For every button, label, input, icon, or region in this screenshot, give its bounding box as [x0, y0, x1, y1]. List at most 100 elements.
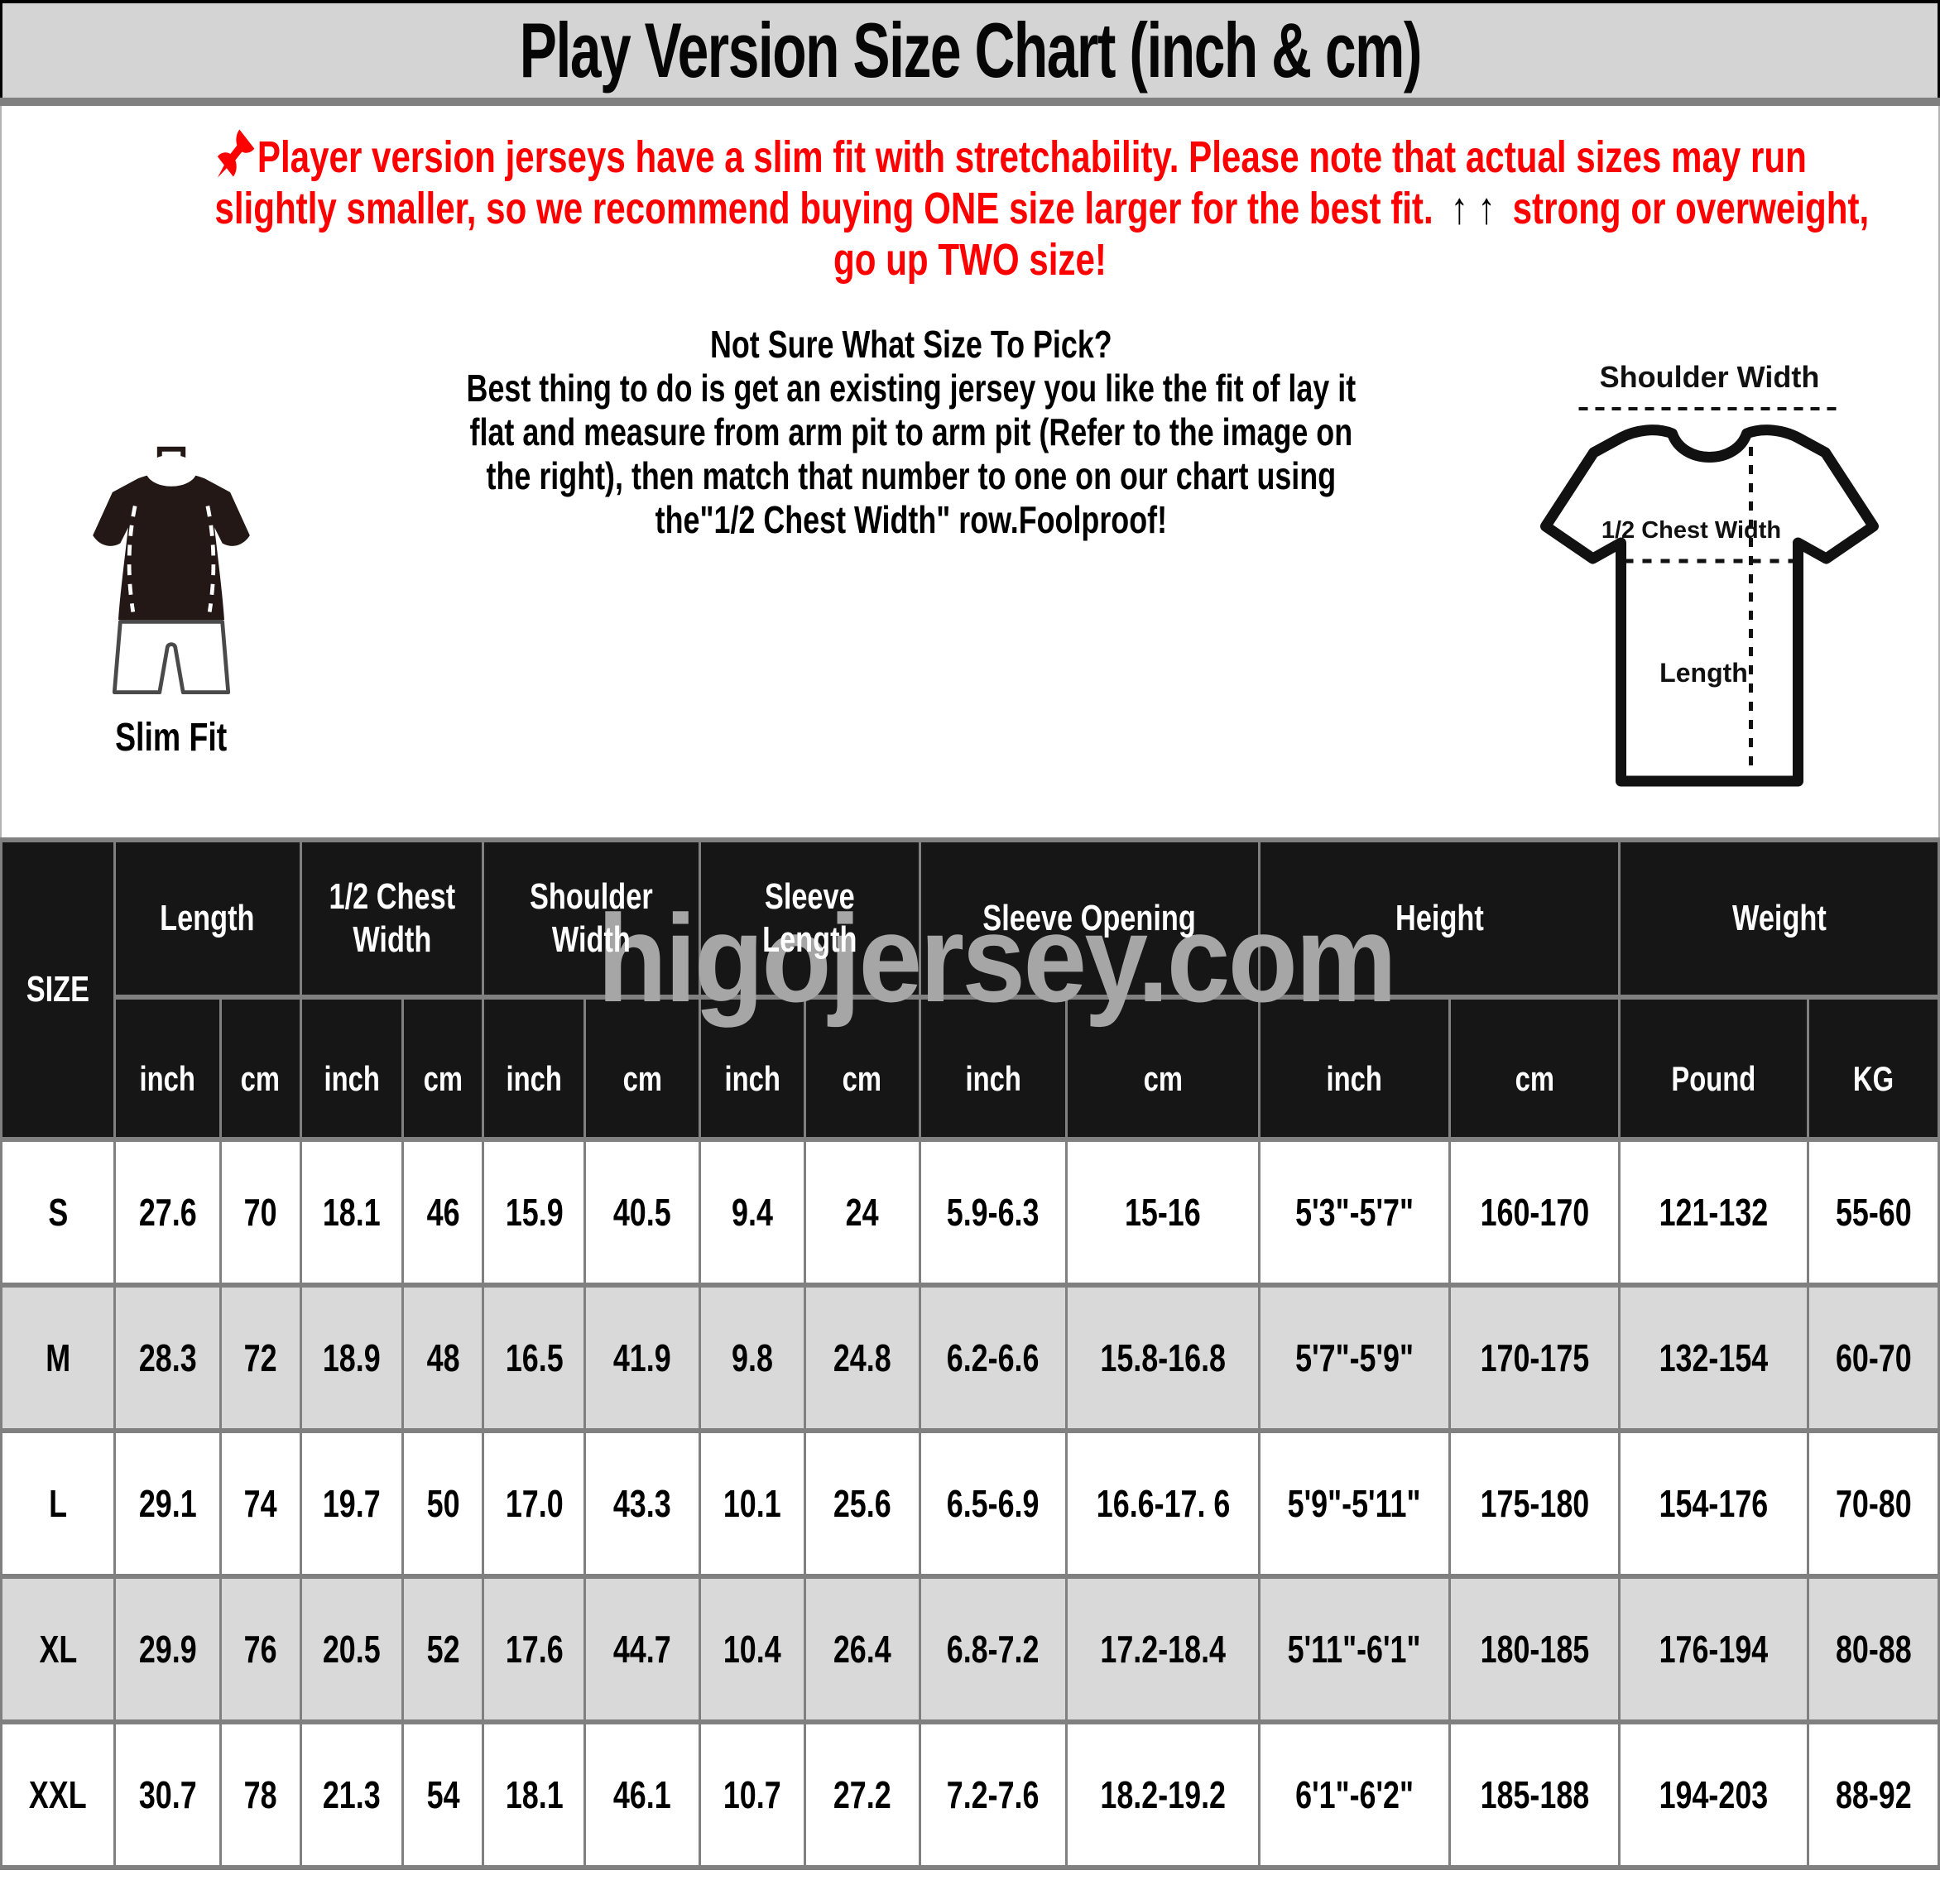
unit-header: inch: [699, 995, 806, 1142]
size-table: SIZE Length 1/2 Chest Width Shoulder Wid…: [0, 837, 1940, 1870]
column-header-shoulder-width: Shoulder Width: [482, 837, 702, 1000]
table-cell: 20.5: [299, 1574, 405, 1724]
size-row-l: L 29.1 74 19.7 50 17.0 43.3 10.1 25.6 6.…: [0, 1428, 1940, 1579]
table-cell: 24: [803, 1137, 921, 1288]
column-header-length: Length: [113, 837, 302, 1000]
size-label: XXL: [0, 1719, 116, 1870]
table-cell: 9.8: [699, 1283, 806, 1433]
table-cell: 6.5-6.9: [918, 1428, 1068, 1579]
unit-header: cm: [218, 995, 302, 1142]
table-cell: 15.9: [482, 1137, 587, 1288]
size-label: XL: [0, 1574, 116, 1724]
table-cell: 29.1: [113, 1428, 222, 1579]
column-header-sleeve-length: Sleeve Length: [699, 837, 921, 1000]
fit-body-line: Best thing to do is get an existing jers…: [466, 367, 1356, 410]
unit-header: cm: [1448, 995, 1621, 1142]
column-header-sleeve-opening: Sleeve Opening: [918, 837, 1261, 1000]
table-cell: 17.2-18.4: [1065, 1574, 1261, 1724]
column-header-size: SIZE: [0, 837, 116, 1142]
size-table-wrap: higojersey.com SIZE Length 1/2 Chest Wid…: [0, 837, 1940, 1870]
size-row-s: S 27.6 70 18.1 46 15.9 40.5 9.4 24 5.9-6…: [0, 1137, 1940, 1288]
table-cell: 30.7: [113, 1719, 222, 1870]
table-cell: 121-132: [1618, 1137, 1810, 1288]
table-cell: 72: [218, 1283, 302, 1433]
table-cell: 6.8-7.2: [918, 1574, 1068, 1724]
notice-line-2: slightly smaller, so we recommend buying…: [214, 183, 1869, 234]
table-cell: 21.3: [299, 1719, 405, 1870]
fit-body-line: the right), then match that number to on…: [486, 454, 1336, 497]
table-cell: 80-88: [1807, 1574, 1940, 1724]
table-cell: 154-176: [1618, 1428, 1810, 1579]
unit-header: cm: [803, 995, 921, 1142]
table-cell: 19.7: [299, 1428, 405, 1579]
unit-header: cm: [583, 995, 702, 1142]
size-label: M: [0, 1283, 116, 1433]
table-cell: 28.3: [113, 1283, 222, 1433]
fit-guide-section: Slim Fit Not Sure What Size To Pick? Bes…: [2, 298, 1938, 837]
table-cell: 74: [218, 1428, 302, 1579]
table-cell: 194-203: [1618, 1719, 1810, 1870]
fit-body-line: flat and measure from arm pit to arm pit…: [469, 410, 1352, 453]
fit-instructions: Not Sure What Size To Pick? Best thing t…: [341, 298, 1481, 837]
table-cell: 17.6: [482, 1574, 587, 1724]
unit-header: inch: [1258, 995, 1451, 1142]
unit-header: KG: [1807, 995, 1940, 1142]
table-cell: 25.6: [803, 1428, 921, 1579]
table-cell: 6'1"-6'2": [1258, 1719, 1451, 1870]
table-cell: 10.4: [699, 1574, 806, 1724]
half-chest-width-label: 1/2 Chest Width: [1601, 517, 1781, 544]
fit-notice: Player version jerseys have a slim fit w…: [2, 106, 1938, 298]
fit-heading: Not Sure What Size To Pick?: [709, 323, 1112, 366]
title-divider: [0, 98, 1940, 106]
table-cell: 5'3"-5'7": [1258, 1137, 1451, 1288]
table-cell: 76: [218, 1574, 302, 1724]
tshirt-outline: [1540, 424, 1880, 787]
notice-text: strong or overweight,: [1512, 184, 1870, 233]
unit-header: inch: [299, 995, 405, 1142]
size-row-xl: XL 29.9 76 20.5 52 17.6 44.7 10.4 26.4 6…: [0, 1574, 1940, 1724]
title-bar: Play Version Size Chart (inch & cm): [0, 0, 1940, 98]
table-cell: 52: [401, 1574, 485, 1724]
notice-text: Player version jerseys have a slim fit w…: [257, 132, 1807, 182]
size-row-m: M 28.3 72 18.9 48 16.5 41.9 9.8 24.8 6.2…: [0, 1283, 1940, 1433]
slim-fit-block: Slim Fit: [2, 298, 341, 837]
size-row-xxl: XXL 30.7 78 21.3 54 18.1 46.1 10.7 27.2 …: [0, 1719, 1940, 1870]
table-cell: 50: [401, 1428, 485, 1579]
table-cell: 26.4: [803, 1574, 921, 1724]
column-header-weight: Weight: [1618, 837, 1940, 1000]
column-header-height: Height: [1257, 837, 1621, 1000]
table-cell: 16.5: [482, 1283, 587, 1433]
slim-fit-figure: [93, 446, 250, 695]
table-cell: 70: [218, 1137, 302, 1288]
unit-header: inch: [113, 995, 222, 1142]
table-cell: 46: [401, 1137, 485, 1288]
unit-header: cm: [401, 995, 485, 1142]
table-cell: 185-188: [1448, 1719, 1621, 1870]
table-cell: 55-60: [1807, 1137, 1940, 1288]
table-cell: 46.1: [583, 1719, 702, 1870]
table-cell: 18.9: [299, 1283, 405, 1433]
table-cell: 17.0: [482, 1428, 587, 1579]
table-cell: 176-194: [1618, 1574, 1810, 1724]
table-cell: 40.5: [583, 1137, 702, 1288]
table-cell: 27.6: [113, 1137, 222, 1288]
length-label: Length: [1659, 658, 1748, 688]
table-cell: 44.7: [583, 1574, 702, 1724]
table-cell: 78: [218, 1719, 302, 1870]
table-cell: 5'9"-5'11": [1258, 1428, 1451, 1579]
table-cell: 10.1: [699, 1428, 806, 1579]
table-cell: 7.2-7.6: [918, 1719, 1068, 1870]
notice-line-1: Player version jerseys have a slim fit w…: [214, 127, 1807, 183]
table-cell: 180-185: [1448, 1574, 1621, 1724]
tshirt-diagram: Shoulder Width 1/2 Chest Width Length: [1540, 360, 1880, 787]
table-cell: 70-80: [1807, 1428, 1940, 1579]
table-cell: 48: [401, 1283, 485, 1433]
table-cell: 24.8: [803, 1283, 921, 1433]
measurement-diagram-block: Shoulder Width 1/2 Chest Width Length: [1481, 298, 1938, 837]
size-label: L: [0, 1428, 116, 1579]
fit-body-line: the"1/2 Chest Width" row.Foolproof!: [655, 498, 1167, 541]
table-cell: 88-92: [1807, 1719, 1940, 1870]
notice-text: go up TWO size!: [833, 235, 1107, 285]
slim-fit-label: Slim Fit: [115, 716, 228, 760]
table-cell: 132-154: [1618, 1283, 1810, 1433]
